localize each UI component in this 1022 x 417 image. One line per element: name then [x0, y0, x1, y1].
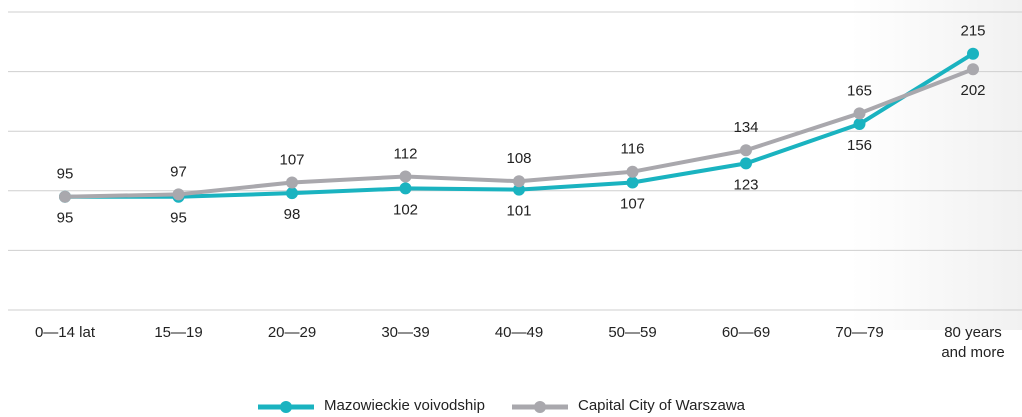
- data-label: 112: [394, 145, 418, 162]
- point: [740, 144, 752, 157]
- data-label: 123: [733, 176, 758, 193]
- legend-marker: [280, 401, 292, 413]
- data-label: 101: [506, 203, 531, 220]
- point: [172, 188, 185, 201]
- x-tick-label: 0—14 lat: [34, 324, 96, 341]
- x-tick-label: 40—49: [494, 324, 544, 341]
- data-label: 107: [279, 151, 304, 168]
- data-label: 98: [284, 206, 301, 223]
- data-label: 202: [960, 82, 985, 99]
- point: [59, 190, 71, 203]
- legend-label: Mazowieckie voivodship: [324, 397, 485, 414]
- point: [967, 47, 979, 60]
- point: [626, 165, 639, 178]
- x-tick-label: 30—39: [381, 324, 430, 341]
- point: [513, 175, 525, 188]
- data-label: 97: [170, 163, 187, 180]
- x-tick-label: 80 years and more: [941, 324, 1005, 361]
- data-label: 95: [57, 166, 74, 183]
- background-shade: [850, 0, 1022, 330]
- x-tick-label: 70—79: [835, 324, 884, 341]
- x-tick-label: 15—19: [154, 324, 203, 341]
- point: [853, 107, 866, 120]
- data-label: 107: [620, 195, 645, 212]
- x-tick-label: 20—29: [267, 324, 317, 341]
- data-label: 116: [621, 141, 645, 158]
- point: [286, 187, 298, 200]
- data-label: 108: [506, 150, 531, 167]
- data-label: 134: [733, 119, 758, 136]
- x-tick-label: 50—59: [608, 324, 657, 341]
- data-label: 215: [960, 23, 985, 40]
- point: [513, 183, 525, 196]
- legend-marker: [534, 401, 546, 413]
- data-label: 102: [393, 201, 418, 218]
- point: [286, 176, 298, 189]
- data-label: 156: [847, 137, 872, 154]
- data-label: 165: [847, 82, 872, 99]
- data-label: 95: [170, 210, 187, 227]
- point: [399, 170, 412, 183]
- x-tick-label: 60—69: [721, 324, 771, 341]
- point: [740, 157, 752, 170]
- point: [626, 176, 639, 189]
- point: [853, 118, 866, 131]
- legend-label: Capital City of Warszawa: [578, 397, 745, 414]
- point: [399, 182, 412, 195]
- data-label: 95: [57, 210, 74, 227]
- point: [967, 63, 979, 76]
